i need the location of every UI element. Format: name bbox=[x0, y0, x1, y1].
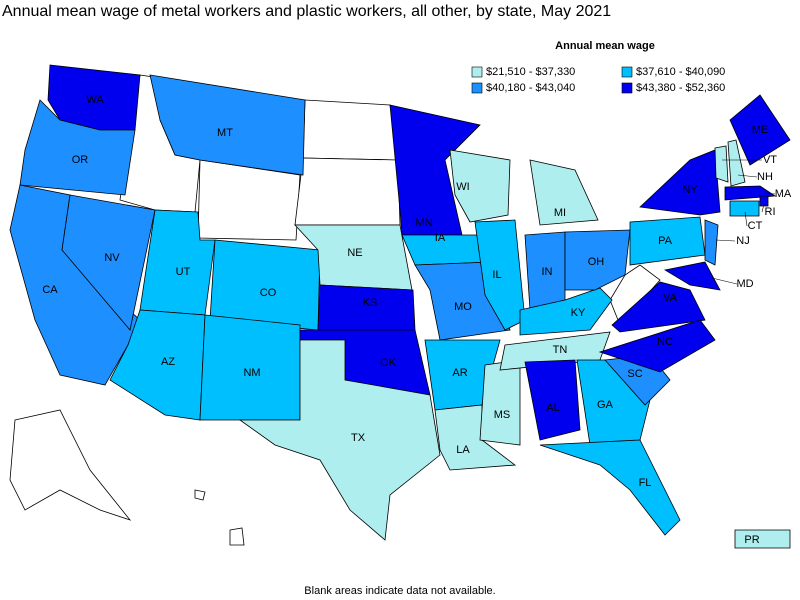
map-title: Annual mean wage of metal workers and pl… bbox=[2, 3, 611, 20]
state-shape bbox=[663, 261, 721, 291]
state-label: OK bbox=[380, 357, 397, 369]
state-label: IL bbox=[492, 269, 501, 281]
leader-line bbox=[744, 211, 748, 227]
state-shape bbox=[564, 229, 631, 291]
state-shape bbox=[449, 149, 511, 223]
legend-label: $40,180 - $43,040 bbox=[486, 82, 575, 94]
state-shape bbox=[734, 529, 791, 549]
state-label: MS bbox=[494, 409, 511, 421]
state-label: WI bbox=[456, 181, 469, 193]
state-shape bbox=[729, 94, 791, 166]
state-label: SC bbox=[627, 368, 642, 380]
legend-label: $21,510 - $37,330 bbox=[486, 66, 575, 78]
state-label: CO bbox=[260, 287, 277, 299]
leader-line bbox=[764, 192, 776, 195]
state-label: GA bbox=[597, 399, 614, 411]
state-shape bbox=[524, 359, 581, 441]
state-label: CA bbox=[42, 284, 58, 296]
state-label: NY bbox=[682, 184, 698, 196]
state-shape bbox=[9, 409, 132, 521]
legend-swatch bbox=[471, 66, 483, 78]
state-label: NC bbox=[657, 336, 673, 348]
state-shape bbox=[639, 149, 721, 216]
state-label: KY bbox=[571, 307, 586, 319]
state-label: MI bbox=[554, 207, 566, 219]
legend-label: $37,610 - $40,090 bbox=[636, 66, 725, 78]
leader-line bbox=[737, 174, 758, 178]
state-shape bbox=[598, 319, 716, 373]
state-label: UT bbox=[176, 266, 191, 278]
state-shape bbox=[529, 159, 599, 226]
state-label: WA bbox=[86, 94, 104, 106]
state-label: PA bbox=[658, 235, 673, 247]
legend-swatch bbox=[621, 82, 633, 94]
state-label: AL bbox=[546, 402, 559, 414]
state-label: MN bbox=[415, 217, 432, 229]
state-label: NM bbox=[243, 367, 260, 379]
state-shape bbox=[727, 139, 746, 187]
state-label: NV bbox=[104, 252, 120, 264]
state-label: AR bbox=[452, 367, 467, 379]
legend-swatch bbox=[471, 82, 483, 94]
state-shape bbox=[474, 219, 526, 331]
state-shape bbox=[19, 99, 136, 196]
state-shape bbox=[759, 195, 769, 207]
state-label: NJ bbox=[736, 235, 749, 247]
state-label: KS bbox=[363, 297, 378, 309]
state-label: FL bbox=[639, 477, 652, 489]
leader-line bbox=[715, 239, 736, 242]
state-label: LA bbox=[456, 444, 470, 456]
state-shape bbox=[209, 239, 321, 331]
state-label: RI bbox=[765, 206, 776, 218]
state-label: NH bbox=[757, 171, 773, 183]
legend-label: $43,380 - $52,360 bbox=[636, 82, 725, 94]
state-label: CT bbox=[748, 220, 763, 232]
state-label: OR bbox=[72, 154, 89, 166]
legend-swatch bbox=[621, 66, 633, 78]
state-shape bbox=[611, 281, 706, 333]
state-label: MT bbox=[217, 127, 233, 139]
state-label: MD bbox=[736, 278, 753, 290]
footnote: Blank areas indicate data not available. bbox=[304, 585, 495, 597]
state-label: OH bbox=[588, 256, 605, 268]
state-shape bbox=[714, 145, 729, 183]
state-shape bbox=[294, 157, 401, 226]
state-shape bbox=[729, 200, 760, 217]
state-shape bbox=[302, 99, 399, 161]
state-shape bbox=[238, 339, 441, 541]
state-label: NE bbox=[347, 247, 362, 259]
state-label: ME bbox=[752, 124, 769, 136]
state-shape bbox=[149, 74, 306, 176]
state-label: VA bbox=[663, 292, 678, 304]
state-shape bbox=[479, 359, 521, 446]
state-label: TX bbox=[351, 432, 366, 444]
state-label: IN bbox=[542, 266, 553, 278]
leader-line bbox=[711, 277, 738, 285]
state-label: VT bbox=[763, 154, 777, 166]
state-label: PR bbox=[744, 534, 759, 546]
state-shape bbox=[539, 439, 681, 536]
state-label: TN bbox=[553, 344, 568, 356]
leader-line bbox=[761, 203, 765, 213]
state-label: MO bbox=[454, 301, 472, 313]
state-shape bbox=[519, 287, 613, 336]
state-shape bbox=[61, 194, 156, 331]
state-label: IA bbox=[435, 232, 446, 244]
legend-title: Annual mean wage bbox=[555, 40, 655, 52]
state-label: MA bbox=[775, 188, 792, 200]
state-label: AZ bbox=[161, 356, 175, 368]
state-shape bbox=[229, 527, 245, 546]
state-shape bbox=[704, 219, 719, 266]
state-shape bbox=[194, 489, 206, 501]
